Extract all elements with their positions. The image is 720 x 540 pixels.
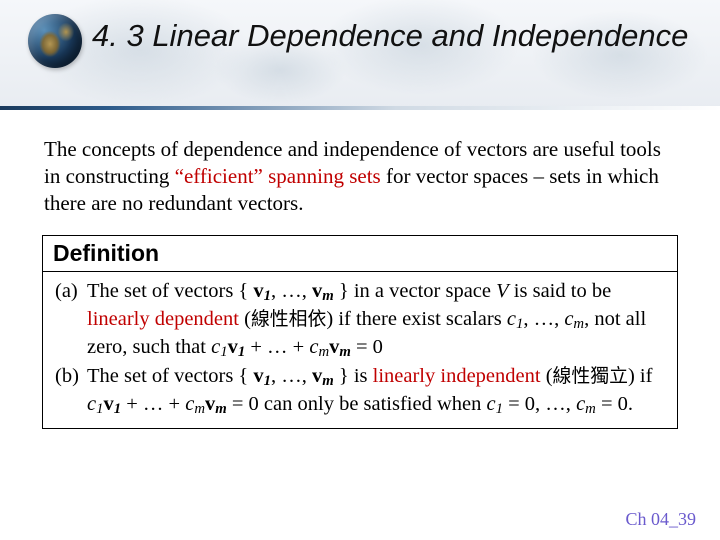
definition-box: Definition (a) The set of vectors { v1, …: [42, 235, 678, 429]
c: c: [211, 336, 220, 358]
term-vmb: vm: [205, 393, 227, 415]
v: v: [312, 280, 322, 302]
c: c: [87, 393, 96, 415]
term-vm: vm: [329, 336, 351, 358]
term-c1: c1: [211, 336, 227, 358]
definition-b-tag: (b): [55, 363, 87, 420]
scalar-c1z: c1: [487, 393, 503, 415]
space-V: V: [496, 280, 509, 302]
txt: The set of vectors {: [87, 365, 253, 387]
s: 1: [496, 402, 503, 418]
v: v: [103, 393, 113, 415]
s: 1: [264, 288, 271, 304]
c: c: [487, 393, 496, 415]
definition-body: (a) The set of vectors { v1, …, vm } in …: [43, 272, 677, 428]
definition-a-tag: (a): [55, 278, 87, 363]
txt: is said to be: [509, 280, 612, 302]
vec-v1: v1: [253, 280, 271, 302]
c: c: [507, 308, 516, 330]
definition-item-a: (a) The set of vectors { v1, …, vm } in …: [55, 278, 665, 363]
scalar-c1: c1: [507, 308, 523, 330]
vec-vm: vm: [312, 280, 334, 302]
txt: = 0: [351, 336, 383, 358]
s: m: [573, 316, 584, 332]
s: m: [322, 288, 333, 304]
definition-item-b: (b) The set of vectors { v1, …, vm } is …: [55, 363, 665, 420]
linearly-independent: linearly independent: [373, 365, 541, 387]
txt: = 0, …,: [503, 393, 576, 415]
scalar-cmz: cm: [576, 393, 596, 415]
term-v1: v1: [228, 336, 246, 358]
cjk-independent: 線性獨立: [553, 365, 628, 386]
s: 1: [114, 402, 121, 418]
txt: + … +: [121, 393, 185, 415]
txt: , …,: [271, 365, 312, 387]
txt: (: [239, 308, 251, 330]
term-c1b: c1: [87, 393, 103, 415]
vec-vmb: vm: [312, 365, 334, 387]
txt: ) if there exist scalars: [326, 308, 506, 330]
txt: The set of vectors {: [87, 280, 253, 302]
txt: ) if: [628, 365, 652, 387]
s: m: [339, 345, 350, 361]
linearly-dependent: linearly dependent: [87, 308, 239, 330]
txt: , …,: [271, 280, 312, 302]
term-cm: cm: [309, 336, 329, 358]
txt: (: [541, 365, 553, 387]
definition-heading: Definition: [43, 236, 677, 272]
scalar-cm: cm: [564, 308, 584, 330]
globe-icon: [28, 14, 82, 68]
v: v: [312, 365, 322, 387]
s: m: [585, 402, 596, 418]
txt: + … +: [245, 336, 309, 358]
txt: , …,: [523, 308, 564, 330]
vec-v1b: v1: [253, 365, 271, 387]
txt: = 0 can only be satisfied when: [227, 393, 487, 415]
cjk-dependent: 線性相依: [251, 308, 326, 329]
intro-spanning: spanning sets: [268, 164, 381, 188]
intro-paragraph: The concepts of dependence and independe…: [44, 136, 676, 217]
s: m: [215, 402, 226, 418]
definition-b-text: The set of vectors { v1, …, vm } is line…: [87, 363, 665, 420]
v: v: [329, 336, 339, 358]
definition-a-text: The set of vectors { v1, …, vm } in a ve…: [87, 278, 665, 363]
c: c: [576, 393, 585, 415]
term-v1b: v1: [103, 393, 121, 415]
txt: } in a vector space: [334, 280, 496, 302]
slide-header: 4. 3 Linear Dependence and Independence: [0, 0, 720, 110]
intro-efficient: “efficient”: [175, 164, 263, 188]
header-underline: [0, 106, 720, 110]
v: v: [228, 336, 238, 358]
v: v: [205, 393, 215, 415]
c: c: [185, 393, 194, 415]
s: 1: [264, 373, 271, 389]
s: m: [194, 402, 205, 418]
v: v: [253, 280, 263, 302]
v: v: [253, 365, 263, 387]
txt: = 0.: [596, 393, 633, 415]
s: m: [318, 345, 329, 361]
slide-title: 4. 3 Linear Dependence and Independence: [92, 16, 700, 56]
term-cmb: cm: [185, 393, 205, 415]
s: m: [322, 373, 333, 389]
txt: } is: [334, 365, 373, 387]
slide-footer: Ch 04_39: [625, 509, 696, 530]
s: 1: [220, 345, 227, 361]
